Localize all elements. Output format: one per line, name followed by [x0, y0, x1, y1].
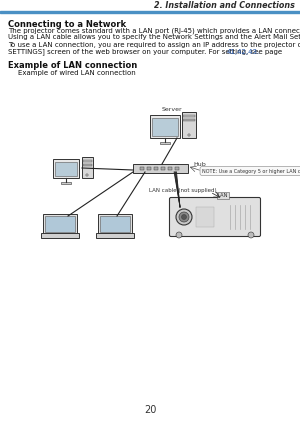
Circle shape [248, 232, 254, 238]
Bar [154, 167, 158, 170]
Bar [61, 181, 71, 184]
Text: The projector comes standard with a LAN port (RJ-45) which provides a LAN connec: The projector comes standard with a LAN … [8, 27, 300, 33]
Bar [55, 162, 77, 176]
Text: Using a LAN cable allows you to specify the Network Settings and the Alert Mail : Using a LAN cable allows you to specify … [8, 34, 300, 40]
Bar [183, 119, 195, 121]
Circle shape [176, 209, 192, 225]
Bar [82, 157, 92, 178]
Circle shape [188, 134, 190, 136]
Bar [53, 159, 79, 178]
Circle shape [176, 232, 182, 238]
Bar [196, 207, 214, 227]
FancyBboxPatch shape [169, 198, 260, 236]
Bar [98, 214, 132, 234]
Circle shape [179, 212, 189, 222]
Text: 41,42,43.: 41,42,43. [227, 49, 260, 55]
Text: NOTE: Use a Category 5 or higher LAN cable: NOTE: Use a Category 5 or higher LAN cab… [202, 168, 300, 173]
Bar [41, 233, 79, 238]
Bar [140, 167, 144, 170]
Text: Example of LAN connection: Example of LAN connection [8, 61, 137, 70]
Bar [152, 118, 178, 136]
Bar [160, 142, 170, 143]
Text: Connecting to a Network: Connecting to a Network [8, 20, 126, 29]
Text: SETTINGS] screen of the web browser on your computer. For setting, see page: SETTINGS] screen of the web browser on y… [8, 49, 284, 55]
Bar [161, 167, 165, 170]
Text: LAN: LAN [218, 193, 228, 198]
Bar [147, 167, 151, 170]
Text: Server: Server [162, 107, 182, 112]
Bar [175, 167, 179, 170]
Bar [183, 115, 195, 117]
Text: To use a LAN connection, you are required to assign an IP address to the project: To use a LAN connection, you are require… [8, 41, 300, 48]
Bar [82, 160, 91, 162]
Bar [168, 167, 172, 170]
Bar [182, 112, 196, 138]
Text: 2. Installation and Connections: 2. Installation and Connections [154, 1, 295, 10]
Bar [0, 11, 300, 13]
Text: Hub: Hub [193, 162, 206, 167]
Bar [150, 115, 180, 138]
Bar [45, 216, 75, 232]
Bar [133, 164, 188, 173]
Bar [43, 214, 77, 234]
Text: Example of wired LAN connection: Example of wired LAN connection [18, 70, 136, 76]
Circle shape [86, 174, 88, 176]
Bar [100, 216, 130, 232]
Circle shape [182, 214, 187, 220]
Bar [96, 233, 134, 238]
Bar [82, 164, 91, 166]
Text: LAN cable (not supplied): LAN cable (not supplied) [149, 188, 217, 193]
Text: 20: 20 [144, 405, 156, 415]
